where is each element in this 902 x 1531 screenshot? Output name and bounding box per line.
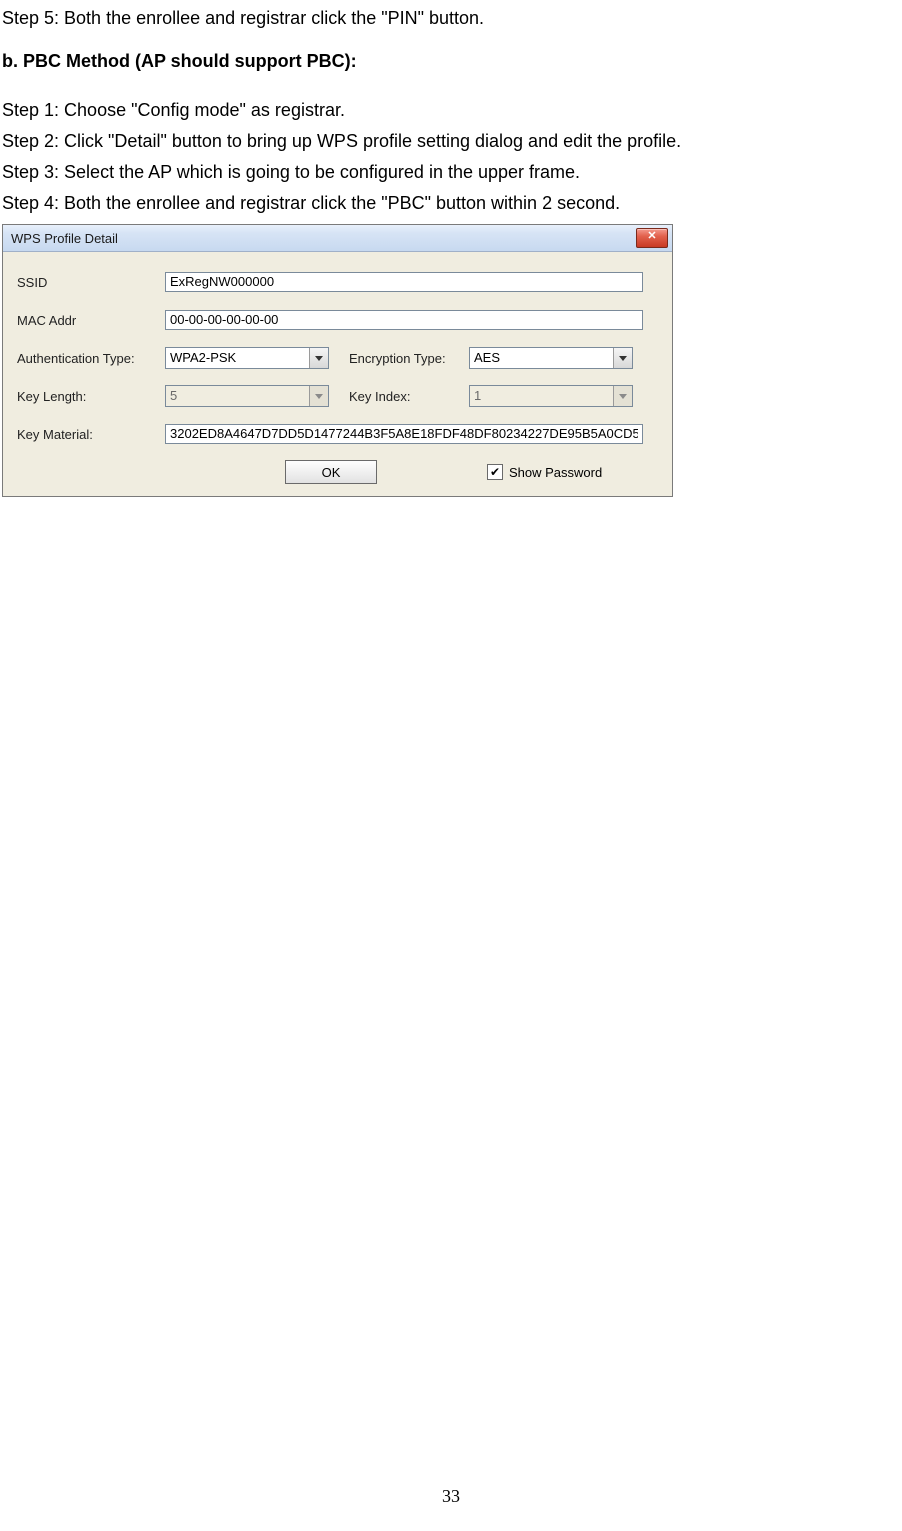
dialog-title: WPS Profile Detail	[11, 231, 118, 246]
chevron-down-icon	[613, 386, 632, 406]
key-length-value: 5	[166, 386, 309, 406]
heading-pbc-method: b. PBC Method (AP should support PBC):	[0, 51, 902, 72]
key-index-value: 1	[470, 386, 613, 406]
mac-input[interactable]	[165, 310, 643, 330]
key-material-input[interactable]	[165, 424, 643, 444]
enc-type-select[interactable]: AES	[469, 347, 633, 369]
show-password-label: Show Password	[509, 465, 602, 480]
auth-type-value: WPA2-PSK	[166, 348, 309, 368]
key-index-select: 1	[469, 385, 633, 407]
step-1-text: Step 1: Choose "Config mode" as registra…	[0, 100, 902, 121]
wps-profile-dialog: WPS Profile Detail ✕ SSID MAC Addr Authe…	[2, 224, 673, 497]
chevron-down-icon[interactable]	[309, 348, 328, 368]
step-3-text: Step 3: Select the AP which is going to …	[0, 162, 902, 183]
chevron-down-icon[interactable]	[613, 348, 632, 368]
key-index-label: Key Index:	[349, 389, 469, 404]
step-2-text: Step 2: Click "Detail" button to bring u…	[0, 131, 902, 152]
auth-type-label: Authentication Type:	[17, 351, 165, 366]
auth-type-select[interactable]: WPA2-PSK	[165, 347, 329, 369]
ssid-input[interactable]	[165, 272, 643, 292]
key-length-select: 5	[165, 385, 329, 407]
dialog-body: SSID MAC Addr Authentication Type: WPA2-…	[3, 252, 672, 496]
ssid-label: SSID	[17, 275, 165, 290]
enc-type-label: Encryption Type:	[349, 351, 469, 366]
page-number: 33	[0, 1486, 902, 1507]
dialog-titlebar: WPS Profile Detail ✕	[3, 225, 672, 252]
key-length-label: Key Length:	[17, 389, 165, 404]
show-password-checkbox[interactable]: ✔	[487, 464, 503, 480]
ok-button[interactable]: OK	[285, 460, 377, 484]
close-button[interactable]: ✕	[636, 228, 668, 248]
show-password-area[interactable]: ✔ Show Password	[487, 464, 602, 480]
step-5-text: Step 5: Both the enrollee and registrar …	[0, 8, 902, 29]
mac-label: MAC Addr	[17, 313, 165, 328]
key-material-label: Key Material:	[17, 427, 165, 442]
chevron-down-icon	[309, 386, 328, 406]
step-4-text: Step 4: Both the enrollee and registrar …	[0, 193, 902, 214]
enc-type-value: AES	[470, 348, 613, 368]
